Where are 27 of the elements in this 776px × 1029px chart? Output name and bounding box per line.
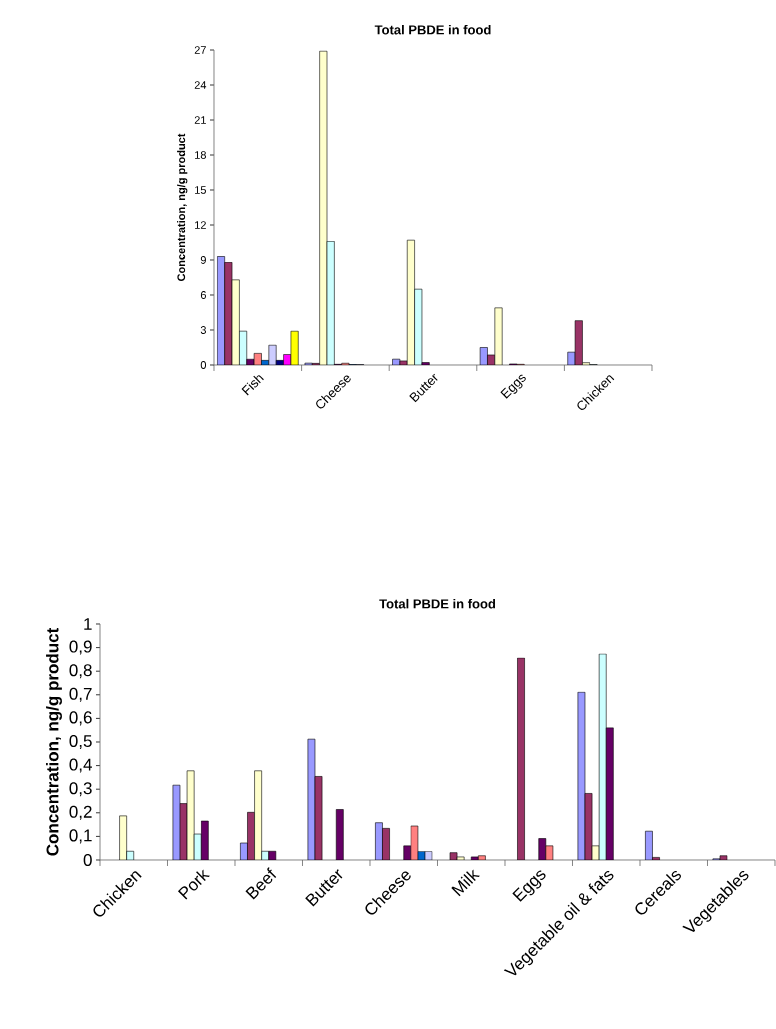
y-tick-label: 0: [83, 853, 92, 867]
y-tick-label: 1: [84, 618, 92, 630]
y-axis-title: Concentration, ng/g product: [177, 133, 188, 281]
y-tick-label: 3: [200, 326, 206, 334]
x-tick-label: Fish: [241, 375, 264, 396]
y-tick-label: 0,4: [69, 758, 92, 773]
y-tick-label: 21: [194, 116, 206, 124]
y-tick-label: 0,7: [69, 687, 92, 702]
y-tick-label: 9: [200, 256, 206, 264]
y-tick-label: 12: [195, 221, 206, 229]
y-tick-label: 0,2: [69, 805, 92, 820]
y-tick-label: 0: [200, 361, 207, 369]
y-tick-label: 24: [194, 81, 207, 89]
chart-title: Total PBDE in food: [374, 24, 491, 35]
y-tick-label: 0,6: [69, 711, 92, 726]
y-axis-title: Concentration, ng/g product: [46, 627, 62, 856]
x-tick-label: Milk: [451, 869, 480, 897]
y-tick-label: 0,9: [69, 640, 92, 655]
chart-title: Total PBDE in food: [379, 598, 496, 609]
y-tick-label: 15: [195, 186, 206, 194]
y-tick-label: 18: [195, 151, 206, 159]
y-tick-label: 6: [200, 291, 206, 299]
y-tick-label: 0,3: [69, 782, 92, 797]
y-tick-label: 0,1: [69, 829, 92, 844]
y-tick-label: 0,8: [69, 664, 92, 679]
y-tick-label: 0,5: [69, 734, 92, 750]
y-tick-label: 27: [194, 46, 206, 54]
